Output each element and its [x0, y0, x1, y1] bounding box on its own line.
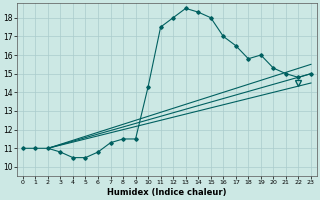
X-axis label: Humidex (Indice chaleur): Humidex (Indice chaleur) — [107, 188, 227, 197]
